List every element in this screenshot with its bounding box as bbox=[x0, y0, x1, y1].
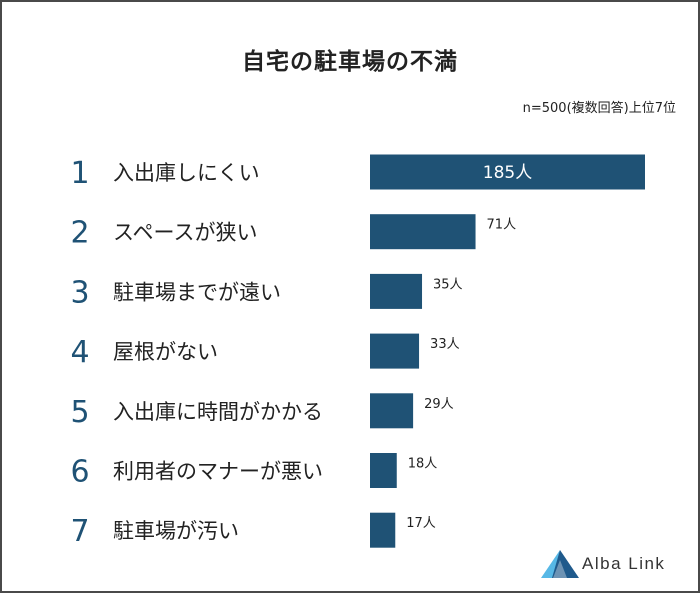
value-label: 33人 bbox=[430, 337, 460, 352]
bar bbox=[370, 273, 423, 309]
bar bbox=[370, 333, 420, 369]
rank-number: 7 bbox=[70, 514, 89, 549]
value-label: 71人 bbox=[487, 218, 517, 233]
value-label: 17人 bbox=[406, 516, 436, 531]
bar bbox=[370, 154, 645, 190]
category-label: 駐車場までが遠い bbox=[113, 280, 281, 304]
category-label: 屋根がない bbox=[113, 340, 218, 364]
sample-note: n=500(複数回答)上位7位 bbox=[522, 101, 676, 116]
category-label: 入出庫に時間がかかる bbox=[113, 400, 323, 424]
alba-link-logo-icon bbox=[541, 550, 579, 578]
brand-logo: Alba Link bbox=[540, 548, 690, 580]
value-label: 18人 bbox=[408, 457, 438, 472]
bar bbox=[370, 393, 414, 429]
value-label: 35人 bbox=[433, 277, 463, 292]
bar bbox=[370, 214, 476, 250]
category-label: スペースが狭い bbox=[113, 221, 257, 245]
bar bbox=[370, 453, 397, 488]
value-label: 185人 bbox=[483, 163, 532, 183]
rank-number: 5 bbox=[70, 395, 89, 430]
bar bbox=[370, 512, 396, 548]
category-label: 駐車場が汚い bbox=[113, 519, 239, 543]
value-label: 29人 bbox=[424, 397, 454, 412]
category-label: 利用者のマナーが悪い bbox=[113, 460, 323, 484]
category-label: 入出庫しにくい bbox=[113, 161, 260, 185]
rank-number: 1 bbox=[70, 156, 89, 191]
rank-number: 4 bbox=[70, 335, 89, 370]
rank-number: 2 bbox=[70, 216, 89, 251]
rank-number: 6 bbox=[70, 455, 89, 490]
rank-number: 3 bbox=[70, 275, 89, 310]
brand-name: Alba Link bbox=[582, 554, 666, 573]
chart-title: 自宅の駐車場の不満 bbox=[242, 49, 458, 75]
